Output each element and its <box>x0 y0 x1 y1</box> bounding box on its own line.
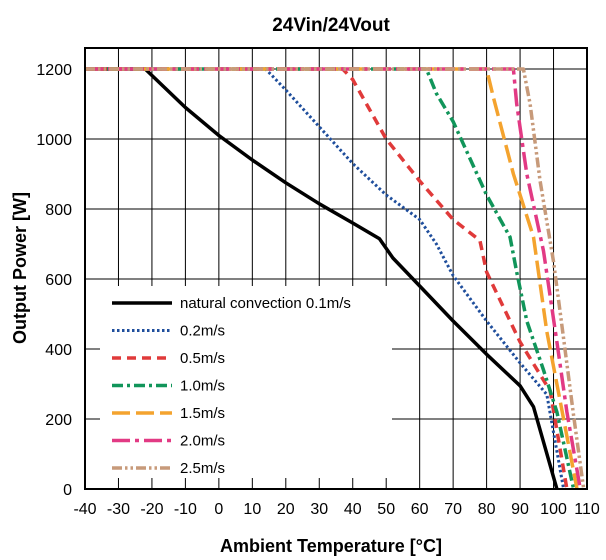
legend-label-5: 1.5m/s <box>180 405 225 422</box>
y-axis-label: Output Power [W] <box>10 192 30 344</box>
y-tick-label: 0 <box>63 482 72 499</box>
series-line-2 <box>85 67 566 490</box>
x-tick-label: 20 <box>277 501 295 518</box>
series-line-7 <box>85 67 586 490</box>
legend-label-1: natural convection 0.1m/s <box>180 295 351 312</box>
x-tick-label: 90 <box>511 501 529 518</box>
chart-title: 24Vin/24Vout <box>272 15 390 36</box>
x-tick-label: -10 <box>174 501 197 518</box>
legend-label-4: 1.0m/s <box>180 378 225 395</box>
legend-label-2: 0.2m/s <box>180 323 225 340</box>
x-tick-label: 110 <box>574 501 600 518</box>
y-tick-label: 1000 <box>36 132 72 149</box>
x-tick-label: 100 <box>540 501 567 518</box>
y-tick-label: 200 <box>45 412 72 429</box>
legend-box <box>100 286 392 478</box>
series-line-1 <box>85 67 559 490</box>
legend: natural convection 0.1m/s 0.2m/s 0.5m/s 1.0… <box>112 295 351 477</box>
y-tick-labels: 0 200 400 600 800 1000 1200 <box>36 62 72 499</box>
series-line-3 <box>85 67 569 490</box>
x-tick-label: 80 <box>478 501 496 518</box>
x-tick-label: 70 <box>444 501 462 518</box>
legend-label-7: 2.5m/s <box>180 460 225 477</box>
x-tick-label: 60 <box>411 501 429 518</box>
y-tick-label: 800 <box>45 202 72 219</box>
x-tick-label: 40 <box>344 501 362 518</box>
x-axis-label: Ambient Temperature [°C] <box>220 536 442 556</box>
x-tick-label: -40 <box>73 501 96 518</box>
y-tick-label: 600 <box>45 272 72 289</box>
x-tick-label: 50 <box>377 501 395 518</box>
y-tick-label: 1200 <box>36 62 72 79</box>
y-tick-label: 400 <box>45 342 72 359</box>
x-tick-label: 10 <box>243 501 261 518</box>
x-tick-labels: -40 -30 -20 -10 0 10 20 30 40 50 60 70 80 90 100 110 <box>73 501 599 518</box>
legend-label-6: 2.0m/s <box>180 433 225 450</box>
series-line-5 <box>85 67 579 490</box>
x-tick-label: -30 <box>107 501 130 518</box>
legend-label-3: 0.5m/s <box>180 350 225 367</box>
plot-frame <box>84 47 588 490</box>
series-group <box>85 67 586 490</box>
x-tick-label: -20 <box>140 501 163 518</box>
series-line-4 <box>85 67 576 490</box>
x-tick-label: 0 <box>214 501 223 518</box>
x-tick-label: 30 <box>310 501 328 518</box>
